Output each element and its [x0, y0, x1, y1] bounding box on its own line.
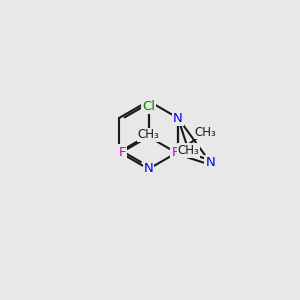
Text: Cl: Cl	[142, 100, 155, 112]
Text: CH₃: CH₃	[195, 125, 216, 139]
Text: N: N	[144, 163, 153, 176]
Text: N: N	[173, 112, 183, 124]
Text: CH₃: CH₃	[138, 128, 159, 142]
Text: F: F	[171, 146, 179, 158]
Text: N: N	[206, 156, 215, 169]
Text: CH₃: CH₃	[178, 144, 200, 157]
Text: F: F	[118, 146, 126, 158]
